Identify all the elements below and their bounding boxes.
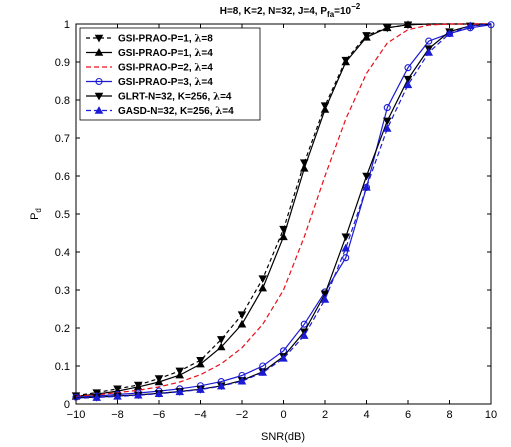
legend-marker (94, 34, 104, 43)
y-tick-label: 0.9 (55, 57, 70, 69)
series-point (383, 104, 391, 112)
series-3 (75, 23, 491, 397)
x-tick-label: 8 (446, 409, 452, 421)
y-tick-label: 0.8 (55, 95, 70, 107)
series-point (237, 376, 247, 385)
x-tick-label: −8 (111, 409, 124, 421)
legend-label: GSI-PRAO-P=2, λ=4 (118, 63, 213, 74)
series-point (382, 124, 392, 132)
legend: GSI-PRAO-P=1, λ=8 GSI-PRAO-P=1, λ=4 GSI-PR… (79, 27, 261, 121)
series-point (216, 342, 226, 351)
x-tick-label: 6 (405, 409, 411, 421)
series-point (154, 377, 164, 386)
legend-marker (94, 92, 104, 101)
x-tick-label: −2 (236, 409, 249, 421)
series-2 (71, 20, 491, 400)
y-tick-label: 0.5 (55, 209, 70, 221)
legend-label: GLRT-N=32, K=256, λ=4 (118, 92, 232, 103)
series-point (320, 295, 330, 303)
legend-label: GSI-PRAO-P=1, λ=8 (118, 34, 213, 45)
series-point (258, 368, 268, 376)
series-point (258, 275, 268, 284)
series-point (403, 80, 413, 89)
series-point (196, 359, 205, 368)
legend-entry: GSI-PRAO-P=3, λ=4 (86, 77, 213, 88)
series-point (133, 390, 143, 399)
series-point (216, 381, 226, 390)
legend-entry: GSI-PRAO-P=2, λ=4 (86, 63, 213, 74)
y-tick-label: 0.3 (55, 285, 70, 297)
x-axis: −10 −8 −6 −4 −2 0 2 4 6 8 10 (67, 24, 497, 421)
legend-entry: GSI-PRAO-P=1, λ=4 (86, 48, 213, 59)
series-point (362, 32, 371, 41)
series-point (465, 21, 475, 30)
series-point (237, 319, 247, 328)
y-tick-label: 0.7 (55, 133, 70, 145)
series-point (92, 393, 102, 401)
series-point (341, 57, 351, 66)
series-point (362, 172, 371, 181)
legend-label: GSI-PRAO-P=1, λ=4 (118, 48, 213, 59)
series-point (279, 232, 288, 241)
series-point (279, 353, 288, 362)
series-point (382, 23, 392, 32)
series-point (258, 283, 268, 292)
series-point (72, 393, 80, 401)
series-point (341, 243, 351, 252)
y-tick-label: 0.1 (55, 361, 70, 373)
legend-marker (95, 77, 103, 86)
series-6 (75, 21, 492, 401)
series-point (341, 233, 351, 242)
y-tick-label: 0.6 (55, 171, 70, 183)
series-point (154, 389, 164, 398)
y-tick-label: 0.4 (55, 247, 70, 259)
series-point (175, 370, 185, 379)
x-tick-label: −6 (153, 409, 166, 421)
series-point (445, 29, 454, 37)
y-tick-label: 0.2 (55, 323, 70, 335)
y-tick-label: 1 (64, 19, 70, 31)
series-point (425, 37, 433, 45)
series-point (382, 117, 392, 126)
x-tick-label: −10 (67, 409, 86, 421)
series-point (403, 75, 413, 84)
x-tick-label: 10 (485, 409, 497, 421)
x-tick-label: 0 (280, 409, 286, 421)
series-point (216, 336, 226, 344)
legend-label: GASD-N=32, K=256, λ=4 (118, 106, 234, 117)
series-point (300, 320, 308, 328)
series-point (362, 182, 371, 191)
legend-marker (94, 106, 104, 114)
series-point (404, 64, 412, 72)
legend-marker (94, 48, 104, 56)
legend-box (79, 27, 261, 121)
series-line (75, 24, 492, 398)
series-point (342, 254, 350, 262)
x-tick-label: 2 (322, 409, 328, 421)
chart-title: H=8, K=2, N=32, J=4, Pfa=10−2 (220, 2, 361, 19)
series-point (237, 311, 247, 320)
series-line (75, 23, 491, 397)
series-point (403, 20, 413, 29)
series-point (113, 391, 122, 400)
x-tick-label: 4 (363, 409, 369, 421)
legend-entry: GLRT-N=32, K=256, λ=4 (86, 92, 232, 103)
y-tick-label: 0 (64, 399, 70, 411)
x-axis-title: SNR(dB) (261, 431, 305, 443)
legend-label: GSI-PRAO-P=3, λ=4 (118, 77, 213, 88)
series-point (299, 331, 309, 339)
series-layer (71, 20, 495, 402)
legend-entry: GSI-PRAO-P=1, λ=8 (86, 34, 213, 45)
series-point (299, 163, 309, 172)
series-point (320, 105, 330, 113)
series-point (196, 385, 205, 393)
y-axis-title: Pd (29, 208, 43, 220)
series-point (424, 48, 434, 56)
legend-entry: GASD-N=32, K=256, λ=4 (86, 106, 234, 117)
series-point (175, 387, 185, 396)
x-tick-label: −4 (194, 409, 207, 421)
